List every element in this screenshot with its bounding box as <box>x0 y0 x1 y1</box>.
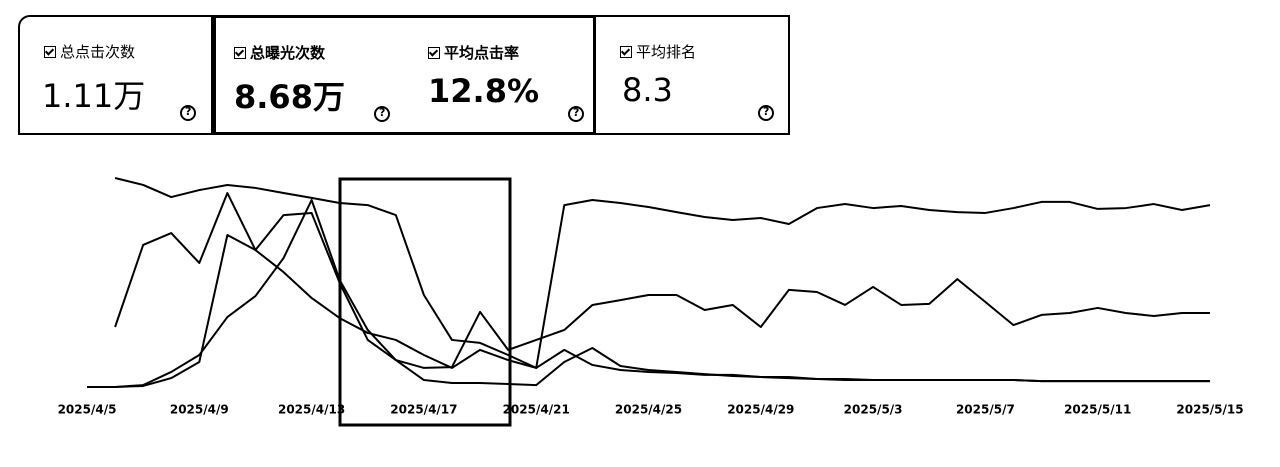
series-line <box>114 192 1210 369</box>
x-tick-label: 2025/4/17 <box>390 403 457 417</box>
metric-card[interactable]: 平均排名 8.3 <box>596 17 788 133</box>
x-tick-label: 2025/5/11 <box>1064 403 1131 417</box>
x-tick-label: 2025/5/15 <box>1176 403 1243 417</box>
metric-cards: 总点击次数 1.11万 总曝光次数 8.68万 平均点击率 12.8% 平均排名… <box>18 15 790 135</box>
label-text: 总曝光次数 <box>250 44 326 62</box>
metric-value: 8.3 <box>622 71 673 109</box>
metric-card[interactable]: 总曝光次数 8.68万 平均点击率 12.8% <box>213 15 597 135</box>
label-text: 总点击次数 <box>60 43 136 61</box>
x-tick-label: 2025/5/3 <box>844 403 903 417</box>
x-tick-label: 2025/4/9 <box>170 403 229 417</box>
checkbox[interactable] <box>44 45 56 58</box>
help-icon[interactable] <box>180 105 196 121</box>
metric-value: 8.68万 <box>234 78 345 116</box>
checkbox[interactable] <box>620 45 633 58</box>
highlight-box <box>338 177 512 427</box>
x-tick-label: 2025/4/29 <box>727 403 794 417</box>
metric-label: 平均排名 <box>620 41 696 62</box>
metric-label: 总点击次数 <box>44 41 135 62</box>
label-text: 平均排名 <box>636 43 697 61</box>
x-tick-label: 2025/4/5 <box>58 403 117 417</box>
series-line <box>114 176 1211 369</box>
metric-label: 总曝光次数 <box>234 42 325 63</box>
help-icon[interactable] <box>374 106 390 122</box>
x-tick-label: 2025/4/13 <box>278 403 345 417</box>
x-tick-label: 2025/4/21 <box>503 403 570 417</box>
x-tick-label: 2025/5/7 <box>956 403 1015 417</box>
metric-value: 12.8% <box>428 72 540 110</box>
checkbox[interactable] <box>428 46 440 59</box>
metric-value: 1.11万 <box>42 77 146 115</box>
x-tick-label: 2025/4/25 <box>615 403 682 417</box>
series-line <box>87 233 1210 388</box>
metric-label: 平均点击率 <box>428 42 519 63</box>
checkbox[interactable] <box>234 46 246 59</box>
help-icon[interactable] <box>568 106 584 122</box>
help-icon[interactable] <box>758 105 775 121</box>
series-line <box>87 199 1210 388</box>
label-text: 平均点击率 <box>444 44 520 62</box>
metric-card[interactable]: 总点击次数 1.11万 <box>20 17 213 133</box>
